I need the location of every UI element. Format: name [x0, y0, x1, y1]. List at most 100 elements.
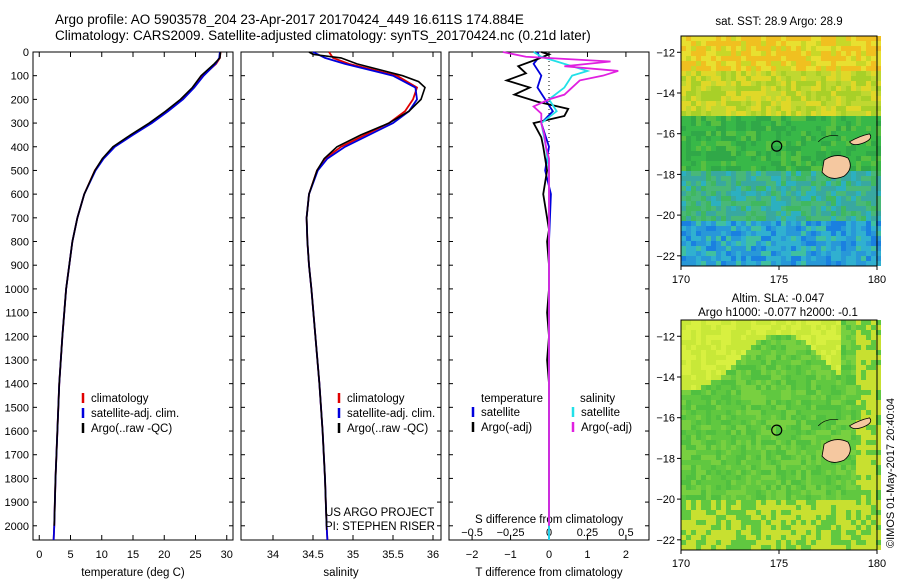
heatmap-cell: [876, 161, 881, 166]
heatmap-cell: [841, 365, 846, 370]
heatmap-cell: [756, 166, 761, 171]
heatmap-cell: [771, 360, 776, 365]
heatmap-cell: [836, 540, 841, 545]
heatmap-cell: [711, 495, 716, 500]
heatmap-cell: [741, 490, 746, 495]
heatmap-cell: [781, 515, 786, 520]
heatmap-cell: [811, 81, 816, 86]
heatmap-cell: [851, 36, 856, 41]
heatmap-cell: [836, 136, 841, 141]
heatmap-cell: [771, 415, 776, 420]
heatmap-cell: [831, 121, 836, 126]
heatmap-cell: [756, 226, 761, 231]
heatmap-cell: [821, 241, 826, 246]
heatmap-cell: [721, 540, 726, 545]
heatmap-cell: [771, 51, 776, 56]
heatmap-cell: [841, 390, 846, 395]
heatmap-cell: [756, 161, 761, 166]
heatmap-cell: [851, 525, 856, 530]
heatmap-cell: [731, 525, 736, 530]
heatmap-cell: [751, 525, 756, 530]
heatmap-cell: [846, 91, 851, 96]
heatmap-cell: [821, 56, 826, 61]
heatmap-cell: [756, 505, 761, 510]
heatmap-cell: [696, 261, 701, 266]
heatmap-cell: [856, 96, 861, 101]
heatmap-cell: [741, 206, 746, 211]
heatmap-cell: [866, 415, 871, 420]
heatmap-cell: [736, 350, 741, 355]
heatmap-cell: [721, 430, 726, 435]
heatmap-cell: [831, 410, 836, 415]
heatmap-cell: [796, 131, 801, 136]
heatmap-cell: [801, 435, 806, 440]
heatmap-cell: [731, 126, 736, 131]
heatmap-cell: [731, 385, 736, 390]
heatmap-cell: [701, 231, 706, 236]
heatmap-cell: [711, 455, 716, 460]
heatmap-cell: [811, 455, 816, 460]
heatmap-cell: [761, 490, 766, 495]
heatmap-cell: [761, 410, 766, 415]
heatmap-cell: [731, 505, 736, 510]
heatmap-cell: [861, 171, 866, 176]
heatmap-cell: [781, 490, 786, 495]
heatmap-cell: [681, 400, 686, 405]
heatmap-cell: [791, 335, 796, 340]
heatmap-cell: [796, 365, 801, 370]
heatmap-cell: [836, 495, 841, 500]
heatmap-cell: [706, 216, 711, 221]
heatmap-cell: [696, 485, 701, 490]
heatmap-cell: [801, 251, 806, 256]
heatmap-cell: [876, 415, 881, 420]
heatmap-cell: [816, 460, 821, 465]
heatmap-cell: [866, 365, 871, 370]
heatmap-cell: [776, 405, 781, 410]
heatmap-cell: [856, 465, 861, 470]
heatmap-cell: [831, 435, 836, 440]
heatmap-cell: [771, 425, 776, 430]
heatmap-cell: [736, 141, 741, 146]
heatmap-cell: [711, 325, 716, 330]
heatmap-cell: [731, 41, 736, 46]
heatmap-cell: [846, 176, 851, 181]
heatmap-cell: [731, 246, 736, 251]
heatmap-cell: [796, 520, 801, 525]
heatmap-cell: [806, 385, 811, 390]
heatmap-cell: [796, 495, 801, 500]
heatmap-cell: [786, 500, 791, 505]
heatmap-cell: [796, 166, 801, 171]
heatmap-cell: [741, 106, 746, 111]
heatmap-cell: [726, 375, 731, 380]
heatmap-cell: [681, 176, 686, 181]
heatmap-cell: [736, 515, 741, 520]
heatmap-cell: [681, 226, 686, 231]
heatmap-cell: [831, 525, 836, 530]
heatmap-cell: [811, 226, 816, 231]
heatmap-cell: [826, 251, 831, 256]
heatmap-cell: [761, 520, 766, 525]
heatmap-cell: [796, 261, 801, 266]
heatmap-cell: [811, 36, 816, 41]
heatmap-cell: [716, 480, 721, 485]
heatmap-cell: [796, 475, 801, 480]
heatmap-cell: [866, 236, 871, 241]
heatmap-cell: [841, 410, 846, 415]
heatmap-cell: [791, 51, 796, 56]
heatmap-cell: [861, 251, 866, 256]
heatmap-cell: [786, 330, 791, 335]
heatmap-cell: [846, 475, 851, 480]
heatmap-cell: [866, 151, 871, 156]
heatmap-cell: [871, 430, 876, 435]
heatmap-cell: [801, 495, 806, 500]
heatmap-cell: [796, 390, 801, 395]
heatmap-cell: [751, 191, 756, 196]
heatmap-cell: [726, 535, 731, 540]
heatmap-cell: [781, 211, 786, 216]
heatmap-cell: [751, 256, 756, 261]
heatmap-cell: [766, 146, 771, 151]
heatmap-cell: [771, 495, 776, 500]
heatmap-cell: [731, 221, 736, 226]
heatmap-cell: [851, 106, 856, 111]
heatmap-cell: [776, 535, 781, 540]
